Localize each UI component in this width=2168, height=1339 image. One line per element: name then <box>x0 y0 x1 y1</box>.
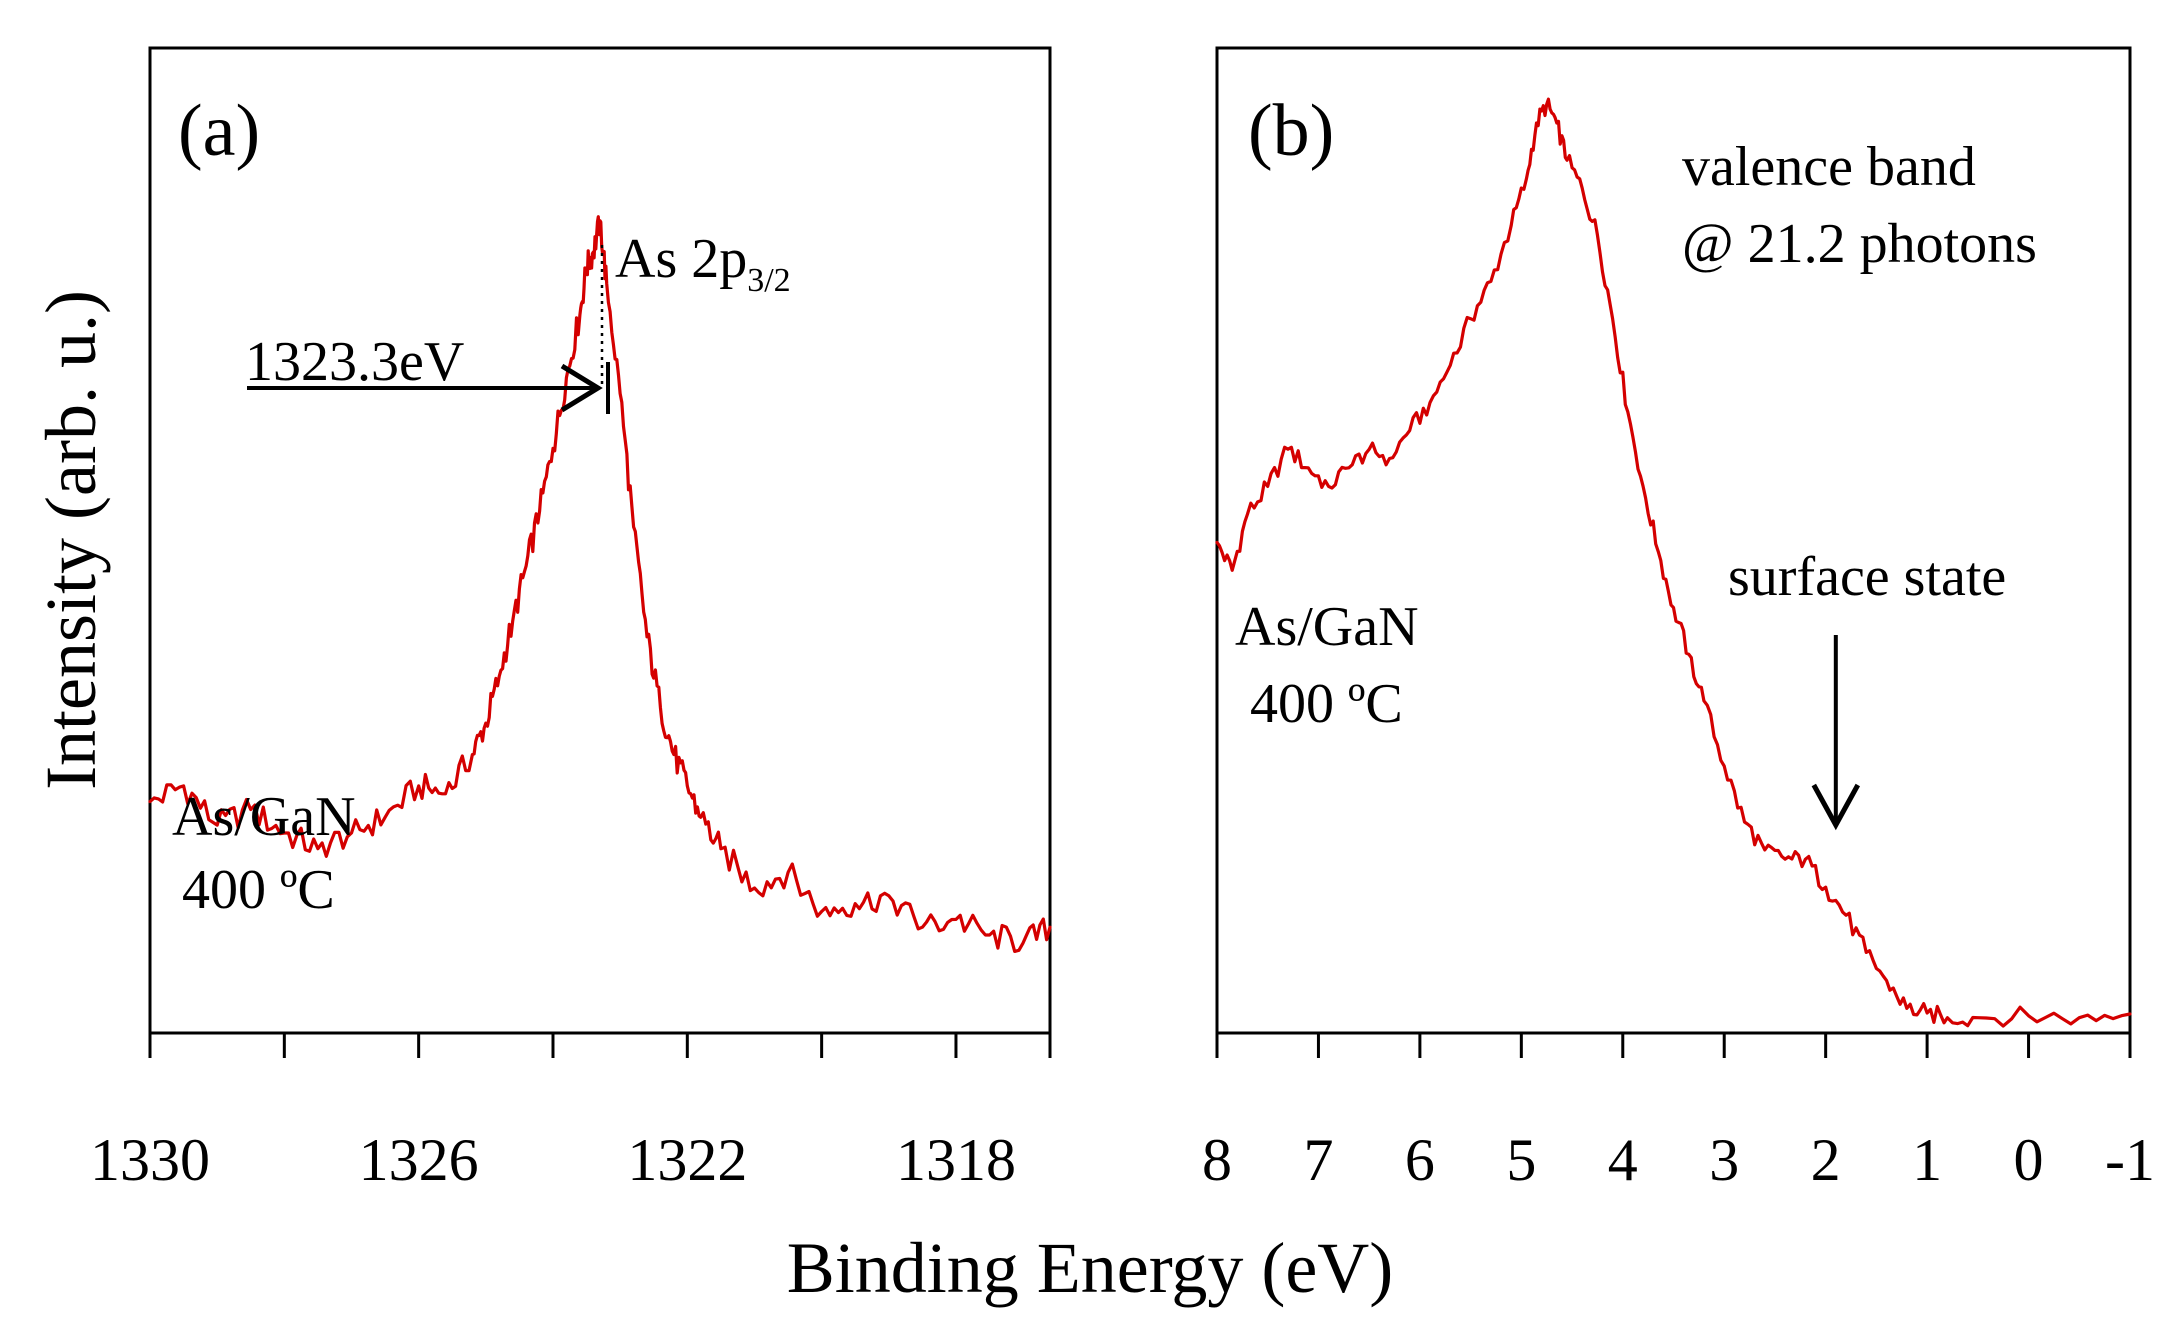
panel-a-title: As 2p3/2 <box>615 228 791 299</box>
panel-b-x-tick-labels: 8 7 6 5 4 3 2 1 0 -1 <box>1202 1127 2155 1193</box>
y-axis-label: Intensity (arb. u.) <box>31 290 111 790</box>
panel-b-x-tick-label: 4 <box>1608 1127 1638 1193</box>
panel-a-x-tick-label: 1330 <box>90 1127 210 1193</box>
panel-b-x-tick-label: 5 <box>1506 1127 1536 1193</box>
panel-b-sample-label-line1: As/GaN <box>1235 596 1419 658</box>
panel-b-frame <box>1215 46 2132 1035</box>
panel-b-annotation-label: surface state <box>1728 546 2006 608</box>
panel-b-x-tick-label: 8 <box>1202 1127 1232 1193</box>
panel-b-x-tick-label: 3 <box>1709 1127 1739 1193</box>
panel-a-annotation-label: 1323.3eV <box>245 331 464 393</box>
panel-a-frame <box>148 46 1052 1035</box>
panel-b-x-tick-label: 0 <box>2014 1127 2044 1193</box>
panel-a-title-subscript: 3/2 <box>747 262 790 299</box>
panel-b-title-line2: @ 21.2 photons <box>1682 213 2037 275</box>
x-axis-label: Binding Energy (eV) <box>787 1228 1394 1308</box>
panel-b-x-tick-label: 2 <box>1811 1127 1841 1193</box>
panel-a-title-main: As 2p <box>615 228 747 290</box>
panel-a-x-tick-label: 1318 <box>896 1127 1016 1193</box>
panel-b-x-tick-label: 1 <box>1912 1127 1942 1193</box>
panel-b-annotation-arrowhead <box>1811 783 1861 831</box>
panel-a: 1330 1326 1322 1318 (a) As 2p3/2 1323.3eV A… <box>90 46 1052 1193</box>
panel-a-x-tick-label: 1322 <box>627 1127 747 1193</box>
panel-a-x-ticks <box>148 1033 1052 1058</box>
panel-a-annotation-arrowhead <box>560 363 603 413</box>
panel-b-x-tick-label: -1 <box>2105 1127 2155 1193</box>
panel-a-x-tick-labels: 1330 1326 1322 1318 <box>90 1127 1016 1193</box>
panel-a-sample-label-line2: 400 ºC <box>182 859 335 921</box>
panel-a-label: (a) <box>178 90 260 172</box>
panel-b-sample-label-line2: 400 ºC <box>1250 673 1403 735</box>
panel-b-x-ticks <box>1215 1033 2132 1058</box>
panel-b-x-tick-label: 7 <box>1303 1127 1333 1193</box>
panel-b-series-line <box>1215 97 2132 1028</box>
panel-b: 8 7 6 5 4 3 2 1 0 -1 (b) valence band @ 21.2 phot… <box>1202 46 2155 1193</box>
panel-b-label: (b) <box>1248 90 1334 172</box>
panel-a-x-tick-label: 1326 <box>359 1127 479 1193</box>
panel-b-title-line1: valence band <box>1682 136 1976 198</box>
panel-a-sample-label-line1: As/GaN <box>172 786 356 848</box>
panel-a-series-line <box>148 215 1052 953</box>
panel-b-x-tick-label: 6 <box>1405 1127 1435 1193</box>
